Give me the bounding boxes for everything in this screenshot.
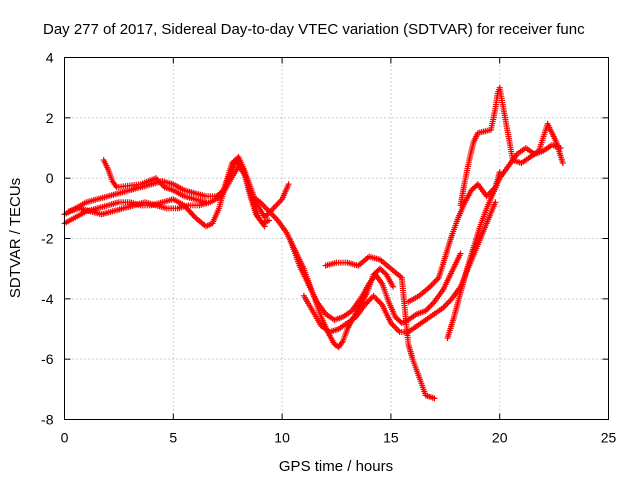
series-track-j [444, 141, 564, 342]
y-axis-label: SDTVAR / TECUs [7, 178, 24, 298]
x-tick-label-4: 20 [492, 430, 508, 446]
y-tick-label-2: -4 [41, 291, 54, 307]
x-tick-label-1: 5 [169, 430, 177, 446]
grid [64, 57, 609, 420]
data-points [61, 84, 566, 402]
series-track-f [287, 238, 464, 326]
data-point [285, 181, 292, 188]
series-track-c [65, 163, 292, 221]
x-axis-label: GPS time / hours [279, 458, 393, 475]
data-point [266, 217, 273, 224]
y-tick-label-3: -2 [41, 231, 54, 247]
series-track-i [405, 169, 503, 305]
y-tick-label-5: 2 [46, 110, 54, 126]
data-point [457, 250, 464, 257]
series-track-h [322, 253, 438, 402]
data-point [559, 160, 566, 167]
y-tick-label-4: 0 [46, 170, 54, 186]
x-tick-label-3: 15 [383, 430, 399, 446]
data-point [390, 283, 397, 290]
data-point [202, 199, 209, 206]
y-tick-label-1: -6 [41, 351, 54, 367]
chart-title: Day 277 of 2017, Sidereal Day-to-day VTE… [43, 21, 585, 38]
data-point [261, 223, 268, 230]
series-track-g [300, 199, 499, 336]
data-point [431, 395, 438, 402]
series-track-k [457, 84, 566, 209]
data-point [492, 199, 499, 206]
y-tick-label-6: 4 [46, 50, 54, 66]
x-tick-label-2: 10 [274, 430, 290, 446]
x-tick-label-0: 0 [61, 430, 69, 446]
axis-ticks: 0 5 10 15 20 25 -8 -6 -4 -2 0 2 4 [41, 50, 616, 446]
series-track-d [100, 157, 209, 206]
x-tick-label-5: 25 [601, 430, 617, 446]
y-tick-label-0: -8 [41, 412, 54, 428]
